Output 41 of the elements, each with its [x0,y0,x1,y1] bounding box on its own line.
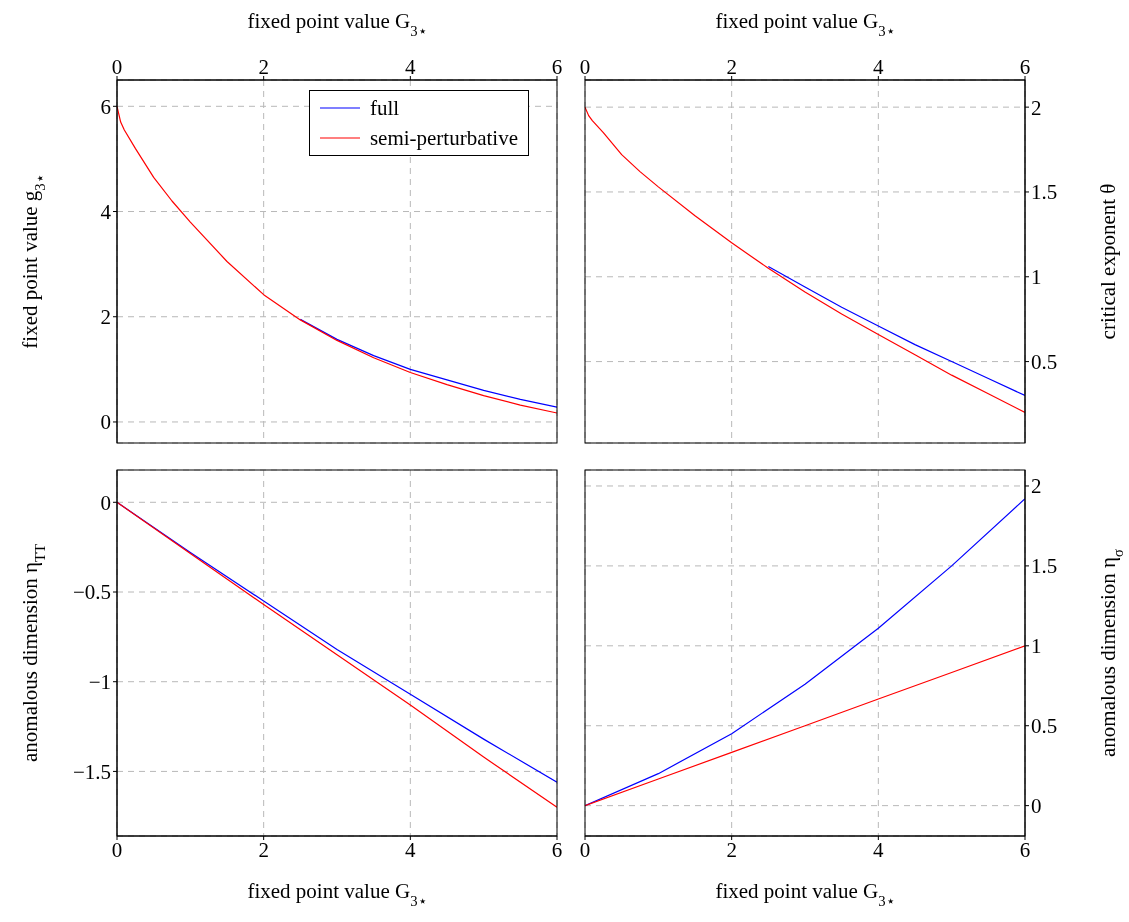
x-tick-label: 2 [258,837,269,862]
y-tick-label: 6 [100,94,111,119]
y-tick-label: 2 [1031,474,1042,499]
y-tick-label: 0 [100,410,111,435]
x-axis-title: fixed point value G$_{3⋆}$ [247,9,427,39]
y-tick-label: 2 [100,305,111,330]
x-tick-label: 2 [726,837,737,862]
y-tick-label: 1.5 [1031,180,1058,205]
x-tick-label: 6 [551,837,563,862]
x-axis-title: fixed point value G$_{3⋆}$ [247,879,427,909]
y-tick-label: −1 [88,670,111,695]
y-tick-label: 0 [100,490,111,515]
line-series [585,645,1025,807]
line-series [299,318,557,408]
x-tick-label: 4 [405,55,417,79]
line-series [585,498,1025,807]
x-tick-label: 2 [726,55,737,79]
x-tick-label: 0 [579,55,591,79]
y-tick-label: 2 [1031,95,1042,120]
y-tick-label: 1 [1031,265,1042,290]
x-tick-label: 4 [873,55,885,79]
x-axis-title: fixed point value G$_{3⋆}$ [715,879,895,909]
y-tick-label: 1.5 [1031,554,1058,579]
y-tick-label: 0 [1031,794,1042,819]
x-axis-title: fixed point value G$_{3⋆}$ [715,9,895,39]
x-tick-label: 4 [873,837,885,862]
legend-label: semi-perturbative [369,125,518,152]
x-tick-label: 6 [551,55,563,79]
y-axis-title: critical exponent θ [1096,183,1120,340]
y-tick-label: −0.5 [72,580,111,605]
y-tick-label: −1.5 [72,759,111,784]
line-series [767,265,1025,397]
x-tick-label: 2 [258,55,269,79]
legend-label: full [369,95,400,122]
x-tick-label: 0 [579,837,591,862]
line-series [585,106,1025,414]
y-tick-label: 0.5 [1031,350,1058,375]
y-tick-label: 0.5 [1031,714,1058,739]
y-tick-label: 1 [1031,634,1042,659]
y-tick-label: 4 [100,199,112,224]
x-tick-label: 4 [405,837,417,862]
